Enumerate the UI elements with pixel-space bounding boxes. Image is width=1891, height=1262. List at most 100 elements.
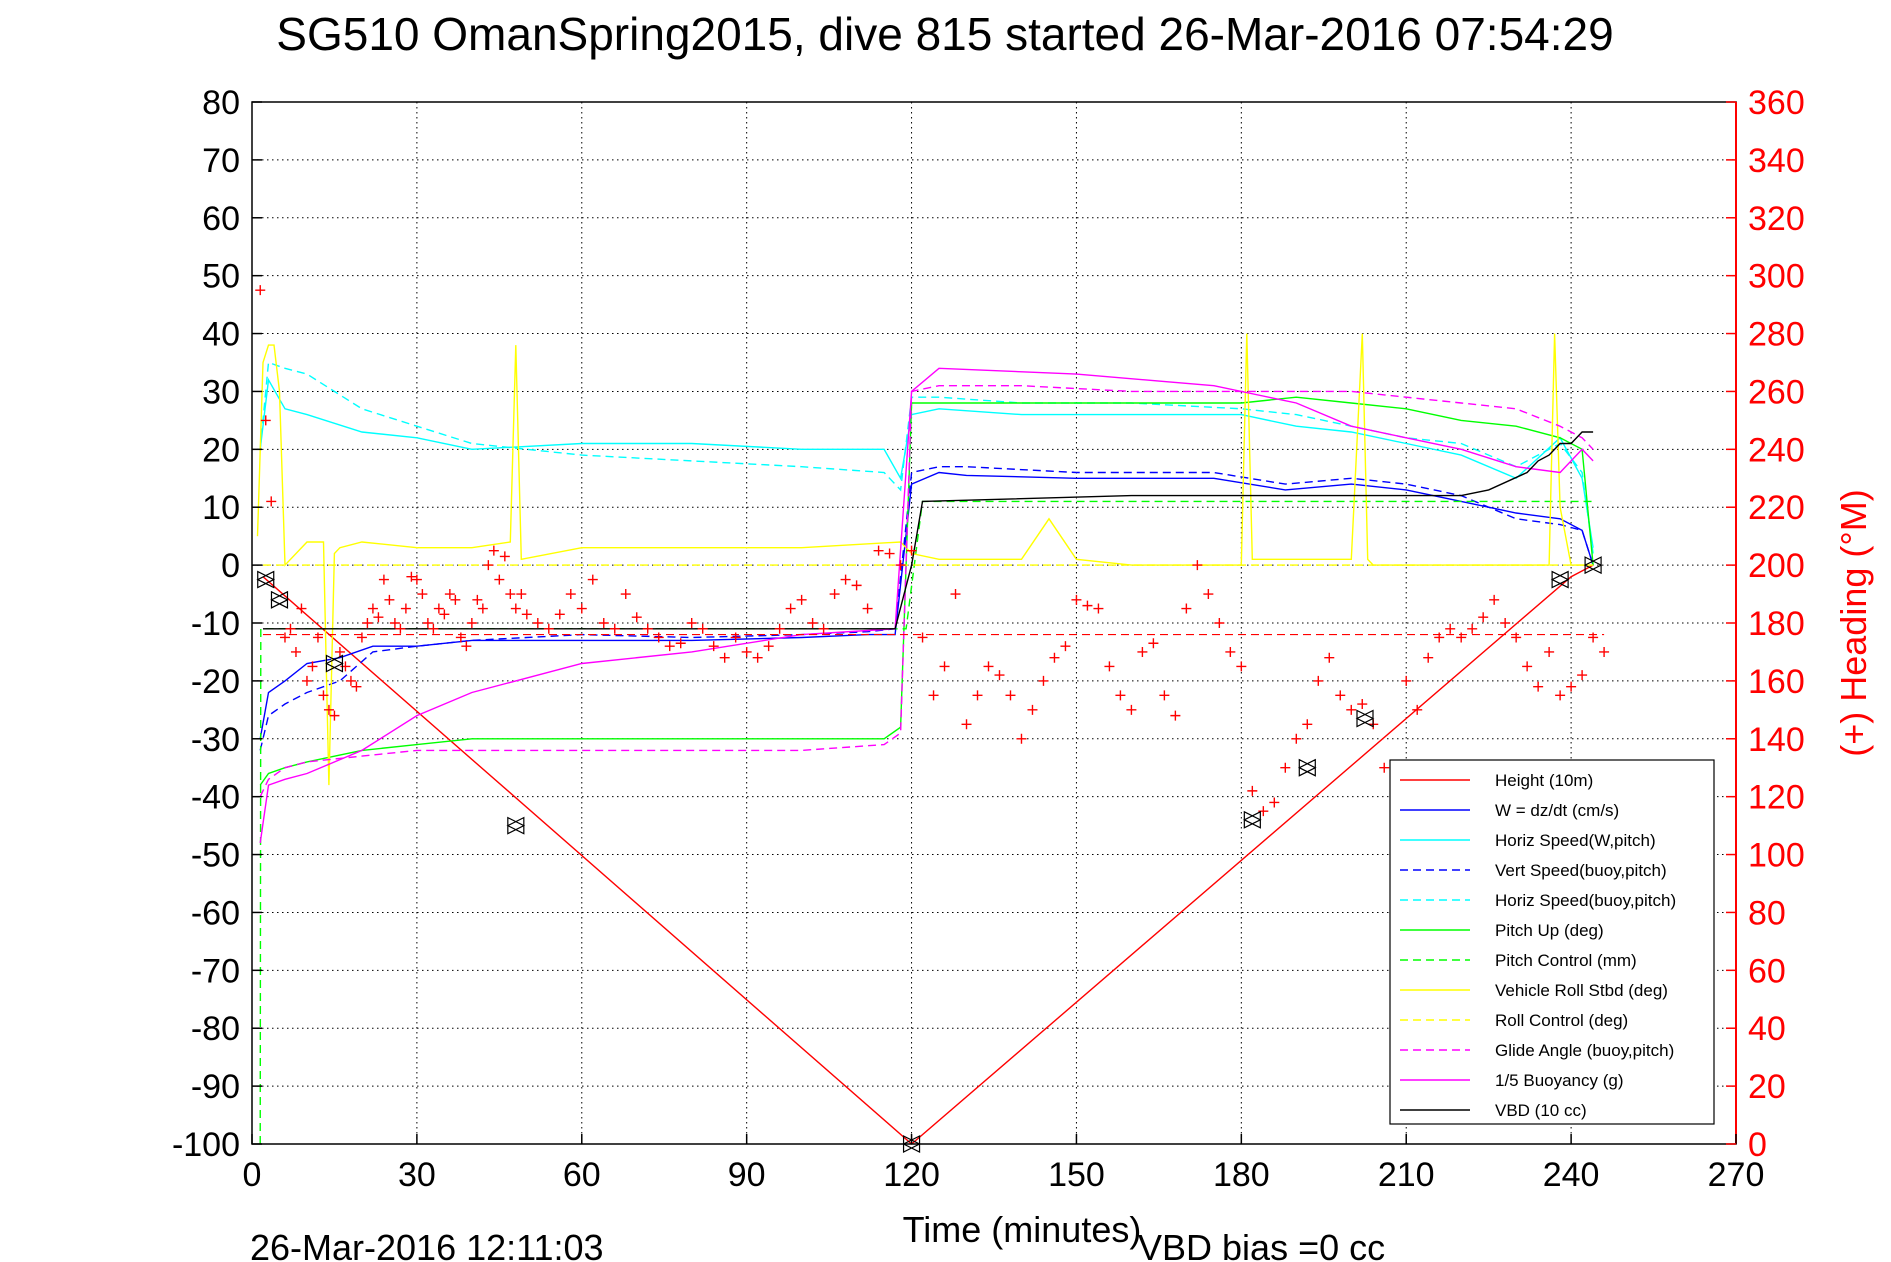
heading-point <box>796 594 807 605</box>
heading-point <box>255 285 266 296</box>
heading-point <box>351 681 362 692</box>
heading-point <box>1544 646 1555 657</box>
heading-point <box>1335 690 1346 701</box>
legend-label-3: Vert Speed(buoy,pitch) <box>1495 861 1667 880</box>
y-right-tick-label: 360 <box>1748 84 1805 122</box>
heading-point <box>499 551 510 562</box>
heading-point <box>587 574 598 585</box>
heading-point <box>367 603 378 614</box>
heading-point <box>301 675 312 686</box>
heading-point <box>488 545 499 556</box>
heading-point <box>1522 661 1533 672</box>
heading-point <box>318 690 329 701</box>
heading-point <box>477 603 488 614</box>
heading-point <box>428 623 439 634</box>
heading-point <box>774 623 785 634</box>
heading-point <box>1005 690 1016 701</box>
heading-point <box>345 675 356 686</box>
heading-point <box>1313 675 1324 686</box>
heading-point <box>620 589 631 600</box>
heading-point <box>472 594 483 605</box>
heading-point <box>433 603 444 614</box>
heading-point <box>1137 646 1148 657</box>
y-right-tick-label: 220 <box>1748 489 1805 527</box>
y-tick-label: 40 <box>202 316 240 354</box>
legend-label-2: Horiz Speed(W,pitch) <box>1495 831 1656 850</box>
heading-point <box>532 618 543 628</box>
y-right-tick-label: 240 <box>1748 431 1805 469</box>
heading-point <box>1577 670 1588 681</box>
y-tick-label: 10 <box>202 489 240 527</box>
heading-point <box>422 618 433 628</box>
heading-point <box>1115 690 1126 701</box>
legend-label-11: VBD (10 cc) <box>1495 1101 1587 1120</box>
x-tick-label: 150 <box>1048 1156 1105 1194</box>
heading-point <box>285 623 296 634</box>
heading-point <box>576 603 587 614</box>
series-line-1 <box>259 471 1594 739</box>
heading-point <box>829 589 840 600</box>
heading-point <box>516 589 527 600</box>
x-tick-label: 90 <box>728 1156 766 1194</box>
heading-point <box>312 632 323 643</box>
series-line-3 <box>259 466 1594 751</box>
y-right-tick-label: 60 <box>1748 952 1786 990</box>
heading-point <box>373 612 384 623</box>
heading-point <box>1434 632 1445 643</box>
heading-point <box>1357 699 1368 710</box>
heading-point <box>862 603 873 614</box>
heading-point <box>1478 612 1489 623</box>
legend: Height (10m) W = dz/dt (cm/s) Horiz Speed(… <box>1389 759 1715 1125</box>
heading-point <box>1456 632 1467 643</box>
y-right-tick-label: 180 <box>1748 605 1805 643</box>
series-layer <box>256 333 1594 1145</box>
heading-point <box>323 704 334 715</box>
heading-point <box>329 710 340 721</box>
heading-point <box>1104 661 1115 672</box>
heading-point <box>631 612 642 623</box>
marker-symbol <box>270 590 289 609</box>
marker-symbol <box>1550 570 1570 589</box>
legend-label-4: Horiz Speed(buoy,pitch) <box>1495 891 1676 910</box>
heading-point <box>1016 733 1027 744</box>
heading-point <box>400 603 411 614</box>
heading-point <box>1379 762 1390 773</box>
heading-point <box>483 560 494 571</box>
heading-layer <box>255 285 1610 817</box>
heading-point <box>1346 704 1357 715</box>
grid <box>252 102 1736 1144</box>
heading-point <box>290 646 301 657</box>
heading-point <box>450 594 461 605</box>
x-tick-label: 210 <box>1378 1156 1435 1194</box>
x-axis-label: Time (minutes) <box>903 1209 1142 1250</box>
y-axis-left: 80 70 60 50 40 30 20 10 0 -10 -20 -30 -40 -50 -60 -70 -8… <box>172 84 262 1164</box>
heading-point <box>1258 806 1269 817</box>
heading-point <box>1302 719 1313 730</box>
y-tick-label: -70 <box>191 952 240 990</box>
heading-point <box>961 719 972 730</box>
y-right-tick-label: 20 <box>1748 1068 1786 1106</box>
x-tick-label: 60 <box>563 1156 601 1194</box>
heading-point <box>1049 652 1060 663</box>
footer-vbd-bias: VBD bias =0 cc <box>1138 1227 1385 1262</box>
heading-point <box>1412 704 1423 715</box>
heading-point <box>1280 762 1291 773</box>
y-right-tick-label: 320 <box>1748 200 1805 238</box>
y-tick-label: 0 <box>221 547 240 585</box>
y-tick-label: 60 <box>202 200 240 238</box>
legend-label-0: Height (10m) <box>1495 771 1593 790</box>
series-line-10 <box>259 367 1594 844</box>
legend-box <box>1389 759 1715 1125</box>
legend-label-8: Roll Control (deg) <box>1495 1011 1628 1030</box>
heading-point <box>1247 785 1258 796</box>
heading-point <box>1225 646 1236 657</box>
heading-point <box>1170 710 1181 721</box>
heading-point <box>1566 681 1577 692</box>
heading-point <box>1181 603 1192 614</box>
heading-point <box>543 623 554 634</box>
x-axis: 0 30 60 90 120 150 180 210 240 270 <box>243 1134 1764 1194</box>
heading-point <box>1489 594 1500 605</box>
heading-point <box>1324 652 1335 663</box>
legend-label-10: 1/5 Buoyancy (g) <box>1495 1071 1624 1090</box>
heading-point <box>554 609 565 620</box>
